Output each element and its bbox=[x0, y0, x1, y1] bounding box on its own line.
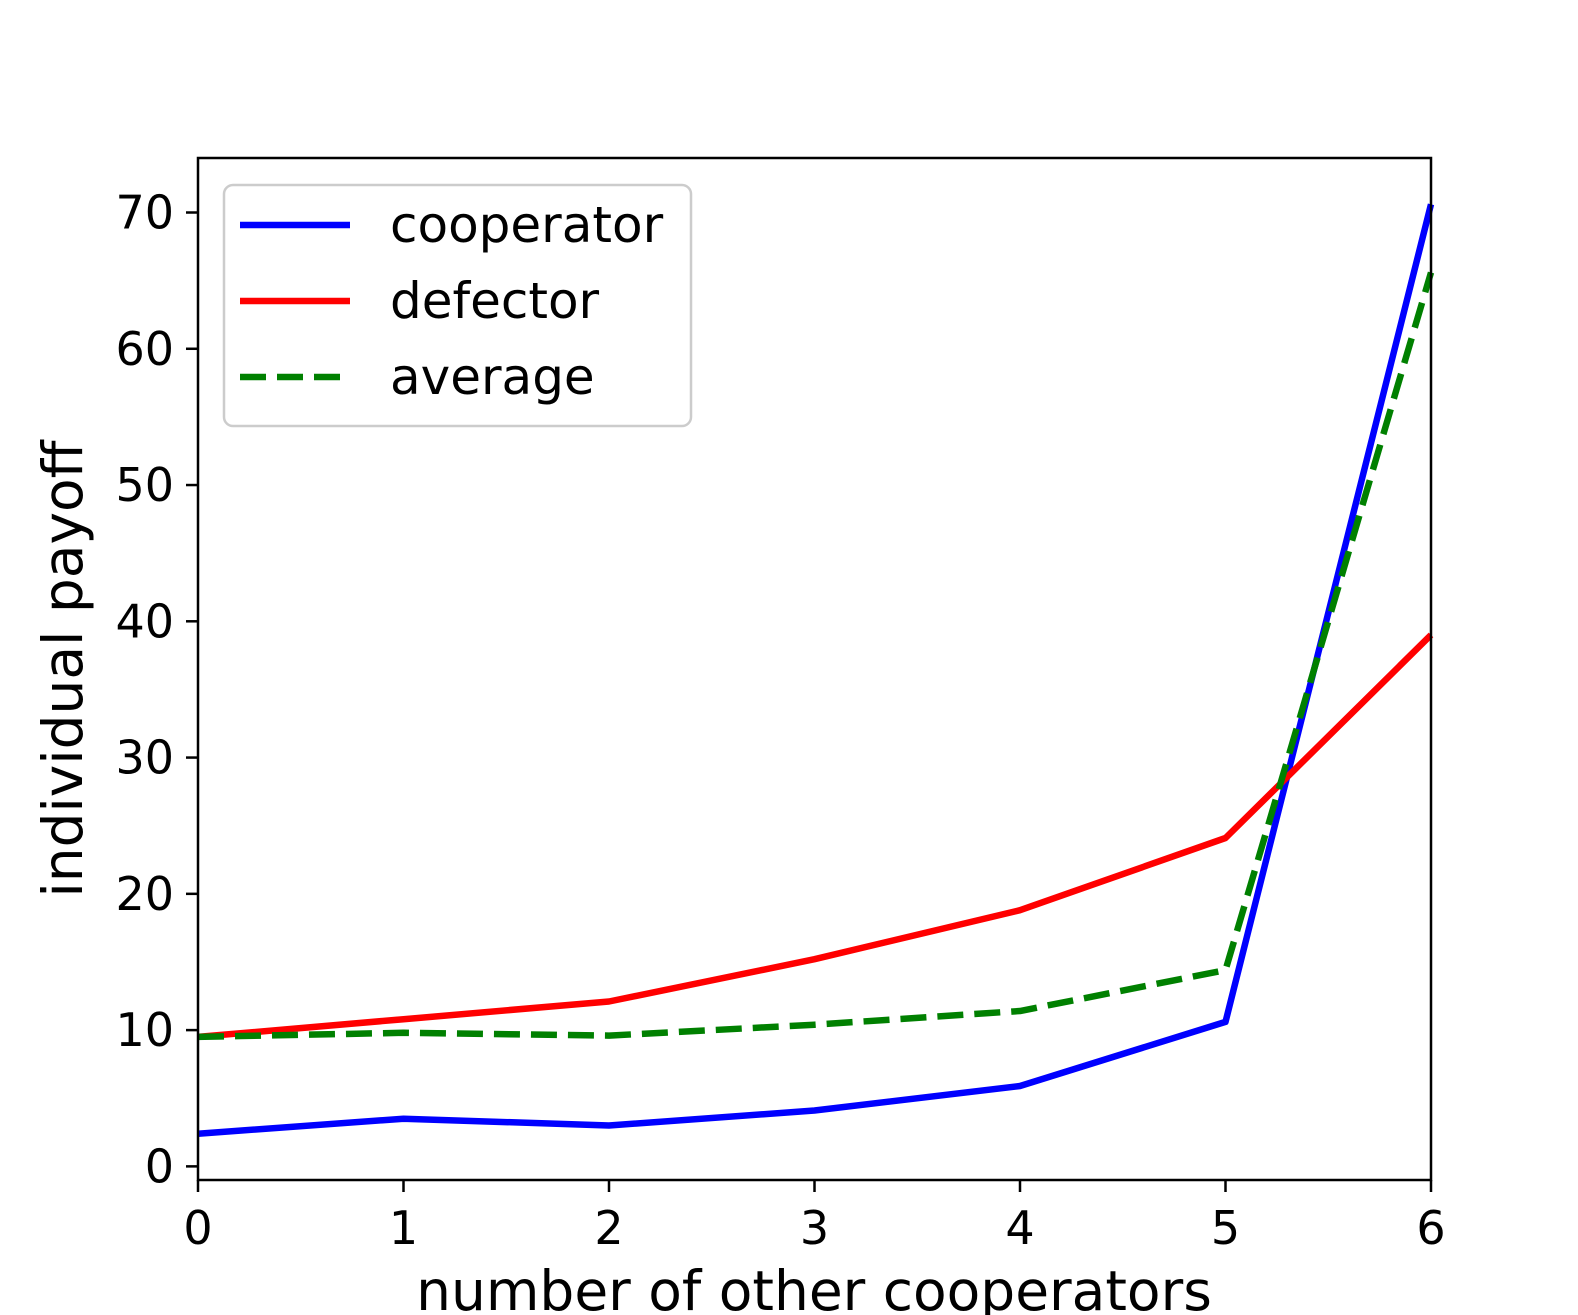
y-tick-label: 70 bbox=[115, 186, 174, 240]
y-axis-label: individual payoff bbox=[31, 439, 95, 897]
x-axis: 0 1 2 3 4 5 6 bbox=[183, 1180, 1446, 1255]
x-tick-label: 3 bbox=[800, 1201, 829, 1255]
x-tick-label: 0 bbox=[183, 1201, 212, 1255]
x-tick-label: 6 bbox=[1416, 1201, 1445, 1255]
y-tick-label: 50 bbox=[115, 458, 174, 512]
x-tick-label: 1 bbox=[389, 1201, 418, 1255]
y-tick-label: 40 bbox=[115, 594, 174, 648]
legend: cooperator defector average bbox=[222, 183, 693, 428]
x-tick-label: 4 bbox=[1005, 1201, 1034, 1255]
legend-label-average: average bbox=[390, 348, 595, 406]
series-line-cooperator bbox=[197, 203, 1435, 1137]
series-line-average bbox=[197, 271, 1435, 1041]
y-tick-label: 0 bbox=[145, 1139, 174, 1193]
legend-label-defector: defector bbox=[390, 272, 600, 330]
series-layer bbox=[197, 203, 1435, 1137]
y-tick-label: 60 bbox=[115, 322, 174, 376]
x-tick-label: 5 bbox=[1211, 1201, 1240, 1255]
series-line-defector bbox=[197, 632, 1434, 1041]
y-tick-label: 20 bbox=[115, 867, 174, 921]
legend-label-cooperator: cooperator bbox=[390, 196, 664, 254]
y-tick-label: 10 bbox=[115, 1003, 174, 1057]
y-tick-label: 30 bbox=[115, 731, 174, 785]
y-axis: 0 10 20 30 40 50 60 70 bbox=[115, 186, 198, 1193]
x-tick-label: 2 bbox=[594, 1201, 623, 1255]
x-axis-label: number of other cooperators bbox=[416, 1259, 1212, 1315]
legend-box bbox=[222, 183, 693, 428]
